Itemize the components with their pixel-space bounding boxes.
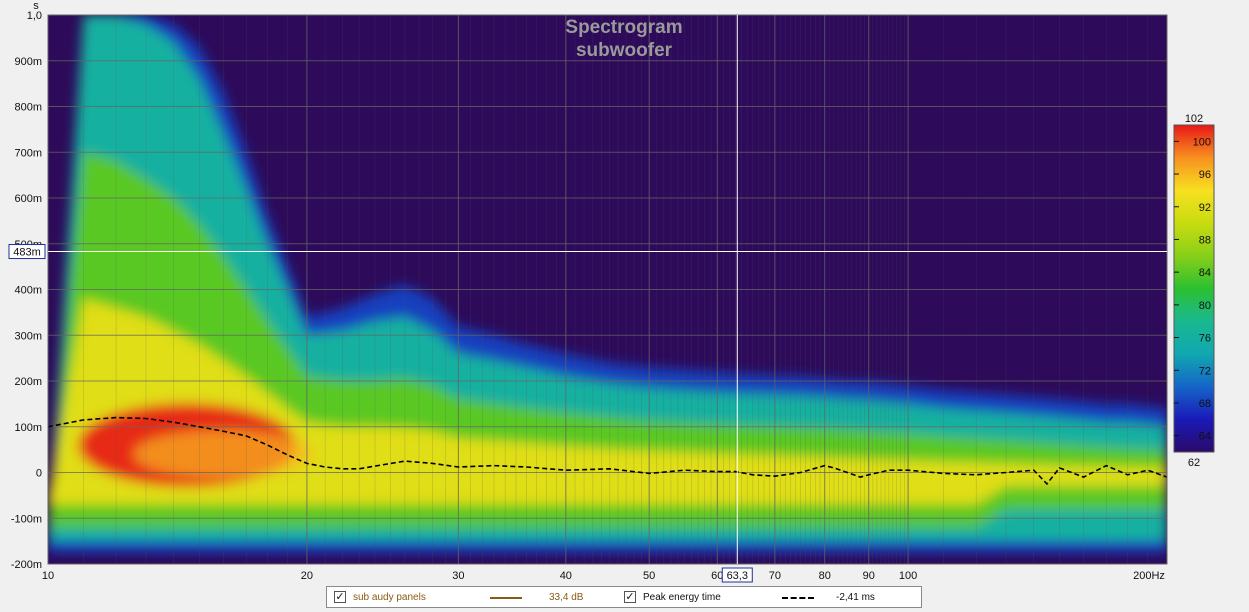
legend: ✓ sub audy panels 33,4 dB ✓ Peak energy … (326, 586, 922, 608)
cursor-y-readout: 483m (13, 247, 41, 259)
x-tick-label: 80 (819, 570, 831, 582)
y-tick-label: 800m (14, 102, 42, 114)
colorbar-tick-label: 76 (1199, 333, 1211, 345)
cursor-x-readout-box (721, 567, 753, 583)
y-tick-label: 1,0 (27, 10, 42, 22)
plot-frame (47, 14, 1168, 565)
legend-checkbox-peak-energy-time[interactable]: ✓ (624, 591, 636, 603)
colorbar-tick-label: 84 (1199, 267, 1211, 279)
crosshair-cursor[interactable]: 483m 63,3 (8, 15, 1167, 583)
colorbar-tick-label: 80 (1199, 300, 1211, 312)
colorbar-tick-label: 88 (1199, 234, 1211, 246)
colorbar-gradient (1173, 124, 1215, 453)
legend-label-sub-audy-panels: sub audy panels (353, 592, 426, 603)
y-tick-label: 100m (14, 422, 42, 434)
y-tick-label: -200m (11, 559, 42, 571)
colorbar: 64 68 72 76 80 84 88 92 96 100 102 62 (1173, 113, 1215, 469)
y-tick-label: -100m (11, 513, 42, 525)
cursor-y-readout-box (8, 244, 46, 260)
y-tick-label: 700m (14, 147, 42, 159)
x-tick-label: 70 (769, 570, 781, 582)
y-tick-label: 200m (14, 376, 42, 388)
legend-value-peak-energy-time: -2,41 ms (836, 592, 875, 603)
x-tick-label: 60 (711, 570, 723, 582)
legend-value-sub-audy-panels: 33,4 dB (549, 592, 584, 603)
chart-title: Spectrogram (565, 17, 682, 38)
y-tick-label: 400m (14, 285, 42, 297)
y-tick-label: 600m (14, 193, 42, 205)
y-tick-label: 300m (14, 330, 42, 342)
x-axis: 10 20 30 40 50 60 70 80 90 100 200Hz (42, 570, 1165, 582)
y-axis: 1,0900m800m700m600m500m400m300m200m100m0… (11, 10, 42, 571)
x-tick-label: 10 (42, 570, 54, 582)
spectrogram-heatmap (48, 15, 1167, 555)
colorbar-tick-label: 72 (1199, 365, 1211, 377)
x-tick-label: 90 (863, 570, 875, 582)
colorbar-tick-label: 68 (1199, 398, 1211, 410)
heatmap-bands (48, 15, 1167, 555)
legend-label-peak-energy-time: Peak energy time (643, 592, 721, 603)
x-tick-label: 20 (301, 570, 313, 582)
colorbar-tick-label: 100 (1193, 136, 1211, 148)
y-tick-label: 0 (36, 468, 42, 480)
y-axis-unit: s (33, 0, 39, 12)
series-line-peak-energy-time (48, 416, 1167, 486)
legend-line-sub-audy-panels (490, 597, 522, 599)
heatmap-peak-halo (133, 430, 314, 479)
colorbar-tick-label: 96 (1199, 169, 1211, 181)
x-tick-label: 100 (899, 570, 917, 582)
peak-energy-series (48, 416, 1167, 486)
cursor-x-readout: 63,3 (727, 570, 748, 582)
colorbar-tick-label: 92 (1199, 202, 1211, 214)
x-tick-label: 200Hz (1133, 570, 1165, 582)
x-tick-label: 30 (452, 570, 464, 582)
colorbar-max-label: 102 (1185, 113, 1203, 125)
chart-subtitle: subwoofer (576, 40, 673, 61)
colorbar-tick-label: 64 (1199, 431, 1211, 443)
legend-line-peak-energy-time (782, 597, 814, 599)
plot-grid (48, 15, 1167, 564)
colorbar-min-label: 62 (1188, 457, 1200, 469)
x-tick-label: 50 (643, 570, 655, 582)
x-tick-label: 40 (560, 570, 572, 582)
legend-checkbox-sub-audy-panels[interactable]: ✓ (334, 591, 346, 603)
y-tick-label: 900m (14, 56, 42, 68)
heatmap-band-92db (48, 298, 1167, 505)
